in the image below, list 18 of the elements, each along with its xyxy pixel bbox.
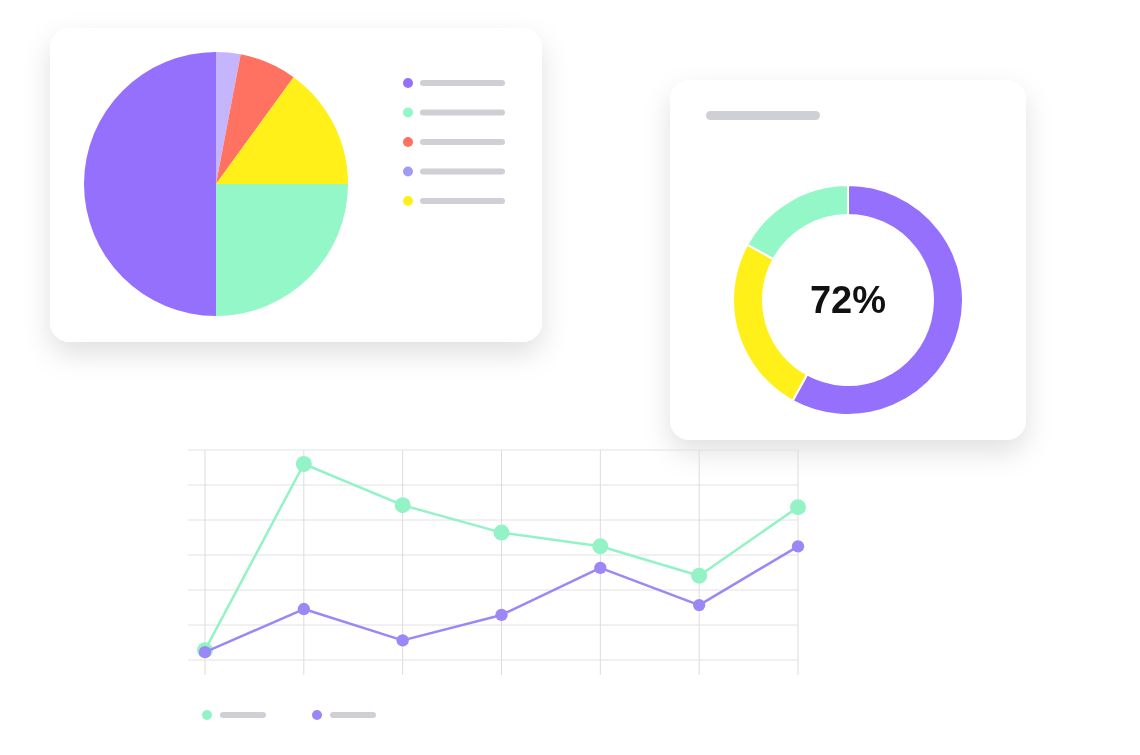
pie-slice [216,184,348,316]
point [493,524,510,541]
point [692,598,706,612]
point [295,456,312,472]
point [594,561,607,575]
point [396,634,409,647]
point [394,497,411,514]
pie-slice [216,77,348,184]
point [297,602,311,616]
text: 72% [809,279,887,321]
point [495,608,508,622]
pie-slice [84,52,216,316]
point [691,567,708,584]
point [790,499,806,516]
pie-slice [216,52,241,184]
point [592,538,609,555]
pie-slice [216,54,294,184]
point [791,540,805,553]
